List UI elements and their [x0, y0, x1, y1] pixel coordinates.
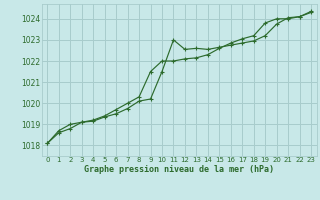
X-axis label: Graphe pression niveau de la mer (hPa): Graphe pression niveau de la mer (hPa)	[84, 165, 274, 174]
